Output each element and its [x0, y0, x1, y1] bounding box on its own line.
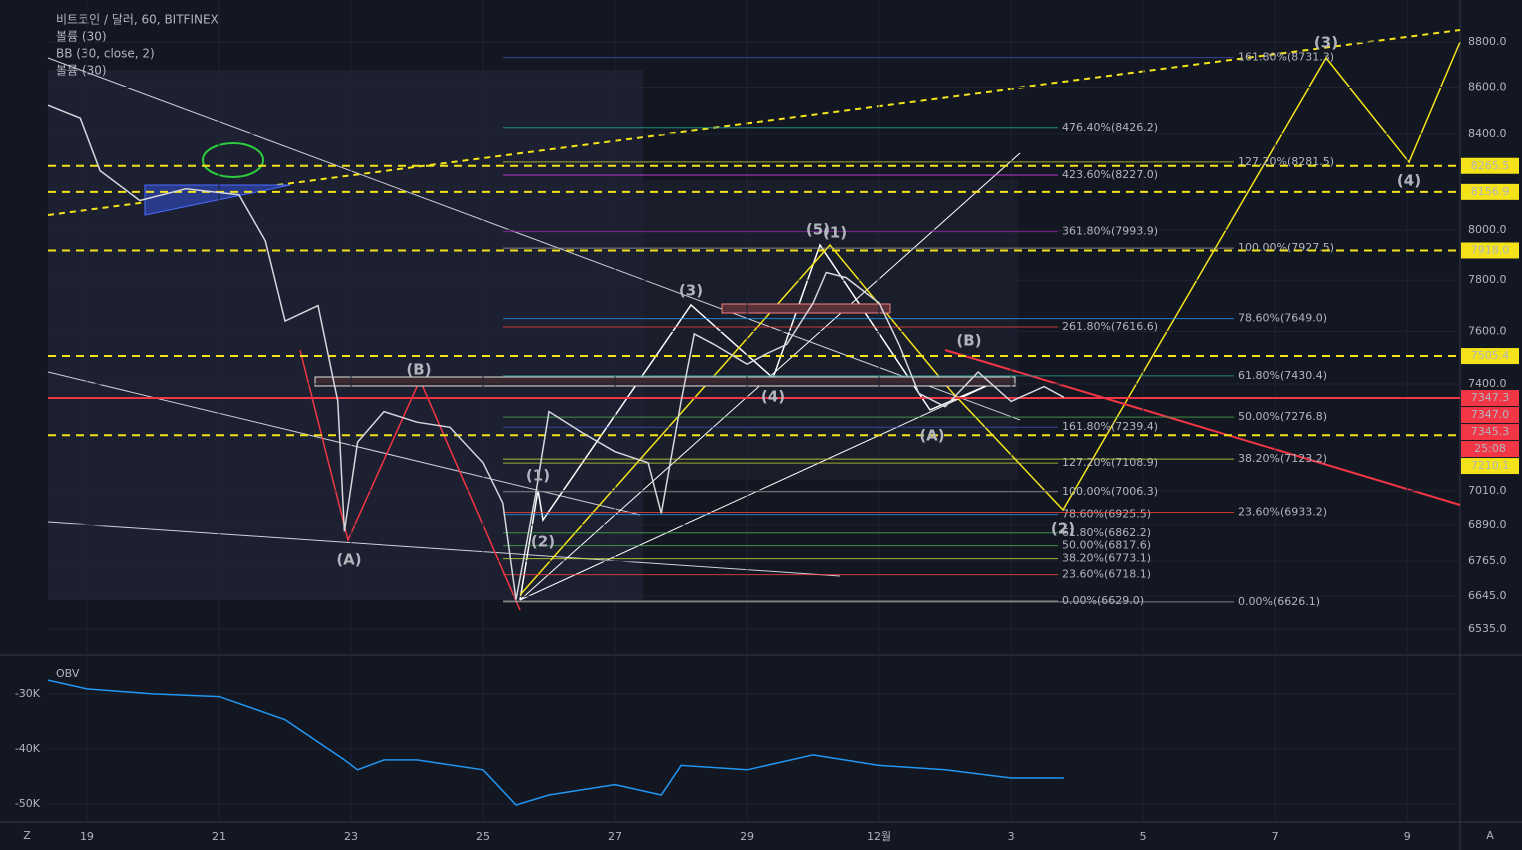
price-badge-label: 7347.0 [1471, 408, 1510, 421]
corner-button[interactable]: Z [23, 829, 31, 842]
fib-label: 50.00%(7276.8) [1238, 410, 1327, 423]
fib-label: 0.00%(6629.0) [1062, 594, 1144, 607]
x-tick-label: 7 [1272, 830, 1279, 843]
price-line-series [47, 104, 1065, 600]
y-tick-label: 7400.0 [1468, 377, 1507, 390]
wave-label: (2) [1051, 520, 1075, 538]
y-tick-label: 6535.0 [1468, 622, 1507, 635]
x-tick-label: 19 [80, 830, 94, 843]
x-tick-label: 12월 [867, 830, 891, 843]
price-badge [1461, 157, 1519, 174]
fib-label: 100.00%(7927.5) [1238, 241, 1334, 254]
price-badge-label: 7918.0 [1471, 243, 1510, 256]
x-tick-label: 23 [344, 830, 358, 843]
wave-label: (3) [1314, 34, 1338, 52]
fib-label: 423.60%(8227.0) [1062, 168, 1158, 181]
price-badge-label: 7345.3 [1471, 425, 1510, 438]
price-badge-label: 7347.3 [1471, 391, 1510, 404]
x-tick-label: 21 [212, 830, 226, 843]
fib-label: 23.60%(6933.2) [1238, 505, 1327, 518]
price-badge [1461, 348, 1519, 365]
correction-path [299, 349, 521, 611]
fib-label: 78.60%(7649.0) [1238, 312, 1327, 325]
header: 비트코인 / 달러, 60, BITFINEX 볼륨 (30) BB (30, … [23, 13, 1494, 843]
symbol: 비트코인 / 달러, 60, BITFINEX [56, 13, 219, 27]
fib-label: 23.60%(6718.1) [1062, 568, 1151, 581]
x-tick-label: 25 [476, 830, 490, 843]
fib-label: 161.80%(7239.4) [1062, 420, 1158, 433]
wave-label: (2) [531, 533, 555, 551]
price-badge [1461, 441, 1519, 458]
price-badge-label: 25:08 [1474, 442, 1506, 455]
y-tick-label: 8600.0 [1468, 80, 1507, 93]
y-tick-label: 7600.0 [1468, 324, 1507, 337]
y-tick-label: 8400.0 [1468, 127, 1507, 140]
indicator: BB (30, close, 2) [56, 47, 155, 61]
y-tick-label: 8800.0 [1468, 35, 1507, 48]
wave-label: (4) [761, 388, 785, 406]
x-tick-label: 9 [1404, 830, 1411, 843]
wave-label: (A) [336, 551, 361, 569]
fib-label: 476.40%(8426.2) [1062, 121, 1158, 134]
fib-label: 100.00%(7006.3) [1062, 485, 1158, 498]
fib-label: 361.80%(7993.9) [1062, 225, 1158, 238]
wave-label: (5) [806, 221, 830, 239]
fib-label: 38.20%(6773.1) [1062, 552, 1151, 565]
x-tick-label: 5 [1140, 830, 1147, 843]
y-tick-label: 6645.0 [1468, 589, 1507, 602]
fib-label: 0.00%(6626.1) [1238, 595, 1320, 608]
fib-label: 127.20%(8281.5) [1238, 155, 1334, 168]
wave-label: (3) [679, 282, 703, 300]
y-tick-label: -40K [15, 742, 41, 755]
indicator: 볼륨 (30) [56, 30, 107, 44]
y-tick-label: 7800.0 [1468, 273, 1507, 286]
y-tick-label: 6765.0 [1468, 554, 1507, 567]
fib-label: 127.20%(7108.9) [1062, 456, 1158, 469]
fib-label: 261.80%(7616.6) [1062, 320, 1158, 333]
trend-line [47, 521, 841, 577]
wave-label: (1) [526, 467, 550, 485]
wave-label: (B) [956, 332, 981, 350]
price-badge-label: 7505.4 [1471, 349, 1510, 362]
price-badge-label: 8265.5 [1471, 159, 1510, 172]
price-badge-label: 7210.1 [1471, 459, 1510, 472]
trend-line [47, 57, 1021, 421]
fib-label: 78.60%(6925.5) [1062, 508, 1151, 521]
fib-label: 61.80%(7430.4) [1238, 369, 1327, 382]
indicator: 볼륨 (30) [56, 64, 107, 78]
corner-button[interactable]: A [1486, 829, 1494, 842]
wave-label: (4) [1397, 172, 1421, 190]
highlight-circle [202, 142, 264, 178]
y-tick-label: 6890.0 [1468, 518, 1507, 531]
x-tick-label: 3 [1008, 830, 1015, 843]
y-tick-label: 7010.0 [1468, 484, 1507, 497]
y-tick-label: -30K [15, 687, 41, 700]
fib-label: 50.00%(6817.6) [1062, 539, 1151, 552]
y-tick-label: -50K [15, 797, 41, 810]
obv-line [47, 679, 1064, 806]
fib-label: 38.20%(7123.2) [1238, 452, 1327, 465]
wave-label: (B) [406, 361, 431, 379]
price-badge [1461, 242, 1519, 259]
price-badge [1461, 424, 1519, 441]
x-tick-label: 29 [740, 830, 754, 843]
price-badge [1461, 407, 1519, 424]
x-tick-label: 27 [608, 830, 622, 843]
zone-box [314, 376, 1016, 387]
fib-label: 161.80%(8731.3) [1238, 51, 1334, 64]
price-badge [1461, 458, 1519, 475]
price-badge-label: 8156.9 [1471, 185, 1510, 198]
fib-label: 61.80%(6862.2) [1062, 526, 1151, 539]
y-tick-label: 8000.0 [1468, 223, 1507, 236]
price-badge [1461, 183, 1519, 200]
projection-path [519, 41, 1461, 596]
wave-label: (A) [919, 427, 944, 445]
obv-title: OBV [56, 667, 80, 680]
wave-label: (1) [823, 224, 847, 242]
shaded-zone [48, 70, 643, 600]
price-badge [1461, 390, 1519, 407]
